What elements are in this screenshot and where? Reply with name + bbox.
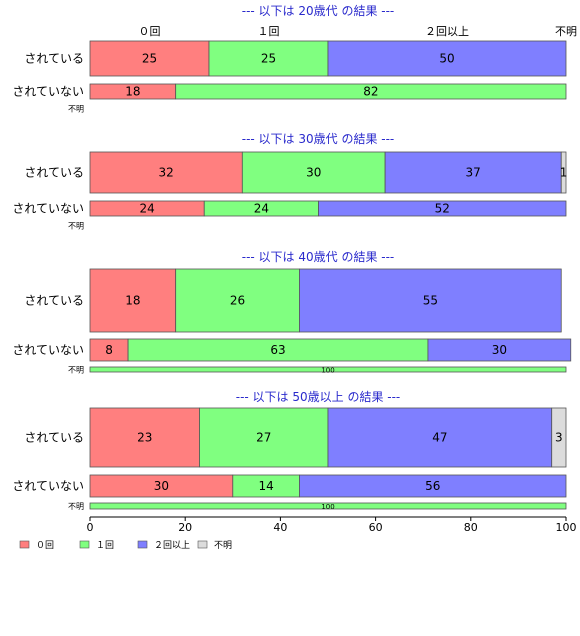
bar-segment <box>241 151 386 194</box>
bar-value-label: 82 <box>363 85 378 99</box>
legend-label: ２回以上 <box>154 540 190 551</box>
x-tick-label: 40 <box>273 521 287 534</box>
panel-title: --- 以下は 30歳代 の結果 --- <box>242 132 395 146</box>
bar-value-label: 26 <box>230 294 245 308</box>
bar-segment <box>327 40 567 77</box>
bar-value-label: 32 <box>159 166 174 180</box>
category-header-label: １回 <box>258 25 280 38</box>
bar-value-label: 63 <box>270 343 285 357</box>
legend-label: 不明 <box>214 540 232 551</box>
bar-value-label: 27 <box>256 431 271 445</box>
bar-segment <box>384 151 562 194</box>
panel-title: --- 以下は 20歳代 の結果 --- <box>242 4 395 18</box>
category-header-label: 不明 <box>555 25 577 38</box>
x-tick-label: 60 <box>369 521 383 534</box>
bar-value-label: 14 <box>258 479 273 493</box>
bar-value-label: 50 <box>439 52 454 66</box>
bar-value-label: 3 <box>555 431 563 445</box>
x-tick-label: 100 <box>556 521 577 534</box>
row-label: 不明 <box>68 222 84 231</box>
bar-value-label: 30 <box>306 166 321 180</box>
bar-value-label: 37 <box>466 166 481 180</box>
bar-value-label: 18 <box>125 294 140 308</box>
category-header-label: ０回 <box>139 25 161 38</box>
bar-segment <box>89 268 177 333</box>
bar-segment <box>299 474 567 498</box>
bar-value-label: 24 <box>139 202 154 216</box>
bar-value-label: 55 <box>423 294 438 308</box>
bar-value-label: 30 <box>154 479 169 493</box>
bar-segment <box>318 200 567 217</box>
bar-value-label: 23 <box>137 431 152 445</box>
bar-segment <box>89 502 567 510</box>
bar-segment <box>175 83 567 100</box>
bar-value-label: 52 <box>435 202 450 216</box>
bar-value-label: 25 <box>142 52 157 66</box>
bar-segment <box>551 407 567 468</box>
bar-segment <box>89 40 210 77</box>
bar-value-label: 47 <box>432 431 447 445</box>
bar-value-label: 56 <box>425 479 440 493</box>
row-label: 不明 <box>68 105 84 114</box>
row-label: されている <box>24 166 84 180</box>
legend-swatch <box>137 540 148 549</box>
legend-swatch <box>197 540 208 549</box>
legend-swatch <box>79 540 90 549</box>
x-tick-label: 80 <box>464 521 478 534</box>
row-label: されていない <box>12 479 84 493</box>
legend-swatch <box>19 540 30 549</box>
bar-segment <box>427 338 572 362</box>
row-label: されていない <box>12 202 84 216</box>
bar-value-label: 25 <box>261 52 276 66</box>
legend-label: ０回 <box>36 540 54 551</box>
bar-segment <box>89 366 567 373</box>
bar-segment <box>89 407 200 468</box>
row-label: されている <box>24 294 84 308</box>
panel-title: --- 以下は 50歳以上 の結果 --- <box>236 390 401 404</box>
panel-title: --- 以下は 40歳代 の結果 --- <box>242 250 395 264</box>
row-label: 不明 <box>68 502 84 511</box>
bar-value-label: 30 <box>492 343 507 357</box>
bar-segment <box>89 151 243 194</box>
row-label: されていない <box>12 343 84 357</box>
x-tick-label: 20 <box>178 521 192 534</box>
row-label: 不明 <box>68 366 84 375</box>
bar-segment <box>560 151 567 194</box>
bar-value-label: 100 <box>321 367 334 375</box>
bar-value-label: 8 <box>105 343 113 357</box>
category-header-label: ２回以上 <box>425 25 469 38</box>
bar-segment <box>208 40 329 77</box>
row-label: されていない <box>12 85 84 99</box>
bar-segment <box>299 268 562 333</box>
row-label: されている <box>24 52 84 66</box>
bar-value-label: 100 <box>321 503 334 511</box>
bar-segment <box>199 407 329 468</box>
bar-segment <box>327 407 553 468</box>
x-tick-label: 0 <box>87 521 94 534</box>
bar-value-label: 24 <box>254 202 269 216</box>
legend-label: １回 <box>96 540 114 551</box>
bar-value-label: 18 <box>125 85 140 99</box>
bar-value-label: 1 <box>560 166 568 180</box>
row-label: されている <box>24 431 84 445</box>
